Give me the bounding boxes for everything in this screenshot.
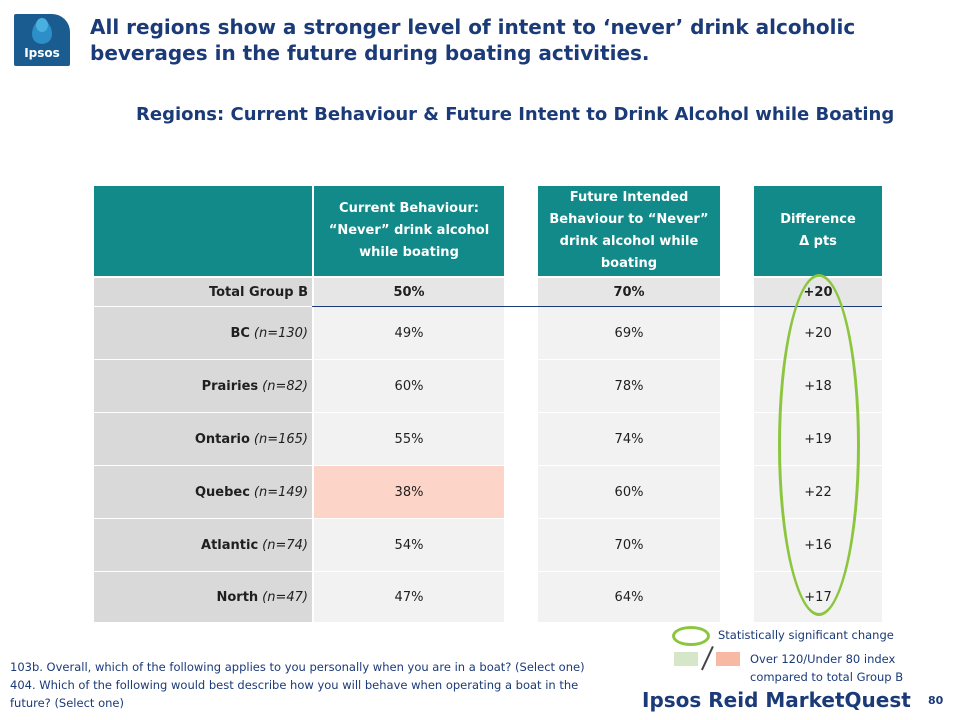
current-value: 50%	[314, 278, 504, 306]
row-label: Total Group B	[94, 278, 312, 306]
table-subtitle: Regions: Current Behaviour & Future Inte…	[136, 104, 895, 125]
region-n: (n=130)	[253, 325, 308, 341]
row-label: Ontario (n=165)	[94, 413, 312, 465]
page-number: 80	[928, 694, 944, 707]
current-value: 47%	[314, 572, 504, 622]
current-value-highlighted: 38%	[314, 466, 504, 518]
table-row: Prairies (n=82) 60% 78% +18	[94, 360, 882, 412]
future-value: 60%	[538, 466, 720, 518]
region-name: BC	[230, 325, 250, 341]
significance-oval	[778, 274, 860, 616]
region-name: Atlantic	[201, 537, 259, 553]
region-n: (n=149)	[253, 484, 308, 500]
region-name: Total Group B	[208, 284, 308, 300]
future-value: 74%	[538, 413, 720, 465]
header-current: Current Behaviour: “Never” drink alcohol…	[314, 186, 504, 276]
total-row-divider	[312, 306, 882, 307]
region-n: (n=82)	[262, 378, 308, 394]
table-row: Quebec (n=149) 38% 60% +22	[94, 466, 882, 518]
current-value: 49%	[314, 307, 504, 359]
future-value: 64%	[538, 572, 720, 622]
legend-green-swatch	[674, 652, 698, 666]
region-n: (n=47)	[262, 589, 308, 605]
region-name: Prairies	[201, 378, 259, 394]
page-headline: All regions show a stronger level of int…	[90, 15, 856, 65]
region-n: (n=74)	[262, 537, 308, 553]
footnote-line-2: 404. Which of the following would best d…	[10, 678, 579, 710]
current-value: 54%	[314, 519, 504, 571]
header-future: Future Intended Behaviour to “Never” dri…	[538, 186, 720, 276]
table-row: Ontario (n=165) 55% 74% +19	[94, 413, 882, 465]
future-value: 70%	[538, 278, 720, 306]
legend-significant-label: Statistically significant change	[718, 628, 894, 642]
row-label: Quebec (n=149)	[94, 466, 312, 518]
ipsos-logo: Ipsos	[14, 14, 70, 66]
row-label: Prairies (n=82)	[94, 360, 312, 412]
table-row: Total Group B 50% 70% +20	[94, 278, 882, 306]
table-row: Atlantic (n=74) 54% 70% +16	[94, 519, 882, 571]
logo-brand-text: Ipsos	[24, 46, 60, 60]
footnote: 103b. Overall, which of the following ap…	[10, 658, 660, 712]
footnote-line-1: 103b. Overall, which of the following ap…	[10, 660, 585, 674]
future-value: 70%	[538, 519, 720, 571]
future-value: 69%	[538, 307, 720, 359]
table-row: North (n=47) 47% 64% +17	[94, 572, 882, 622]
row-label: BC (n=130)	[94, 307, 312, 359]
legend-slash	[701, 646, 714, 671]
region-name: North	[216, 589, 259, 605]
header-difference: Difference Δ pts	[754, 186, 882, 276]
table-row: BC (n=130) 49% 69% +20	[94, 307, 882, 359]
row-label: Atlantic (n=74)	[94, 519, 312, 571]
footer-brand-logo: Ipsos Reid MarketQuest	[642, 688, 911, 712]
region-name: Quebec	[194, 484, 250, 500]
row-label: North (n=47)	[94, 572, 312, 622]
legend-index-label: Over 120/Under 80 index compared to tota…	[750, 652, 904, 684]
logo-drop-highlight	[36, 18, 48, 32]
current-value: 55%	[314, 413, 504, 465]
region-name: Ontario	[194, 431, 250, 447]
current-value: 60%	[314, 360, 504, 412]
region-n: (n=165)	[253, 431, 308, 447]
header-blank	[94, 186, 312, 276]
legend-red-swatch	[716, 652, 740, 666]
legend-oval-icon	[672, 626, 710, 646]
future-value: 78%	[538, 360, 720, 412]
